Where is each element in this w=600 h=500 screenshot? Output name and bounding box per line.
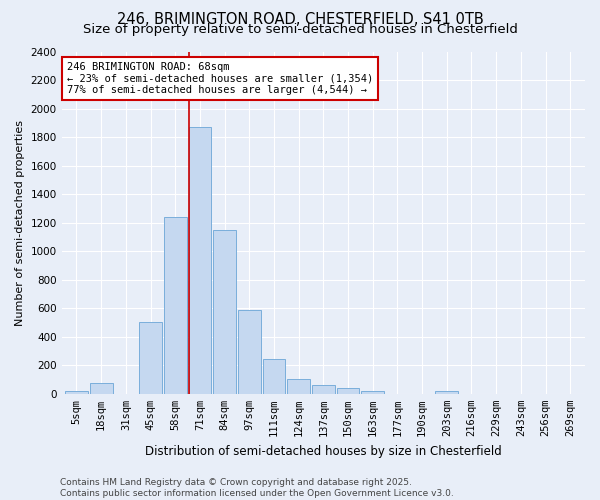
Bar — [312, 385, 335, 394]
Text: 246, BRIMINGTON ROAD, CHESTERFIELD, S41 0TB: 246, BRIMINGTON ROAD, CHESTERFIELD, S41 … — [116, 12, 484, 28]
Bar — [361, 391, 384, 394]
Text: Size of property relative to semi-detached houses in Chesterfield: Size of property relative to semi-detach… — [83, 22, 517, 36]
Bar — [139, 322, 162, 394]
Text: 246 BRIMINGTON ROAD: 68sqm
← 23% of semi-detached houses are smaller (1,354)
77%: 246 BRIMINGTON ROAD: 68sqm ← 23% of semi… — [67, 62, 373, 95]
Bar — [436, 391, 458, 394]
Y-axis label: Number of semi-detached properties: Number of semi-detached properties — [15, 120, 25, 326]
Bar — [164, 217, 187, 394]
Bar — [213, 230, 236, 394]
Bar — [90, 383, 113, 394]
Bar — [337, 388, 359, 394]
Bar — [65, 391, 88, 394]
Text: Contains HM Land Registry data © Crown copyright and database right 2025.
Contai: Contains HM Land Registry data © Crown c… — [60, 478, 454, 498]
Bar — [287, 379, 310, 394]
Bar — [238, 310, 260, 394]
X-axis label: Distribution of semi-detached houses by size in Chesterfield: Distribution of semi-detached houses by … — [145, 444, 502, 458]
Bar — [263, 359, 286, 394]
Bar — [188, 127, 211, 394]
